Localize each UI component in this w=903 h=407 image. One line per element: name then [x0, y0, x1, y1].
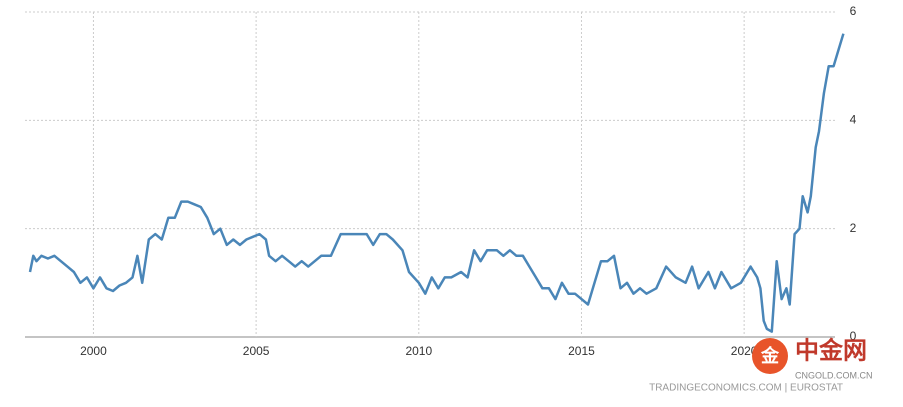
data-line [28, 33, 845, 333]
logo-icon [752, 338, 788, 374]
logo-site: CNGOLD.COM.CN [795, 370, 873, 380]
x-tick-label: 2000 [80, 344, 107, 358]
plot: 0 2 4 6 2000 2005 2010 2015 2020 [25, 4, 857, 358]
x-tick-label: 2020 [731, 344, 758, 358]
logo-glyph: 金 [760, 345, 780, 366]
x-tick-label: 2010 [405, 344, 432, 358]
logo-name: 中金网 [795, 336, 867, 364]
logo: 金 中金网 CNGOLD.COM.CN [752, 336, 873, 380]
source: TRADINGECONOMICS.COM | EUROSTAT [649, 383, 843, 394]
y-tick-label: 0 [850, 329, 857, 343]
y-tick-label: 6 [850, 4, 857, 18]
y-tick-label: 4 [850, 113, 857, 127]
x-tick-label: 2015 [568, 344, 595, 358]
x-tick-label: 2005 [243, 344, 270, 358]
y-tick-label: 2 [850, 221, 857, 235]
